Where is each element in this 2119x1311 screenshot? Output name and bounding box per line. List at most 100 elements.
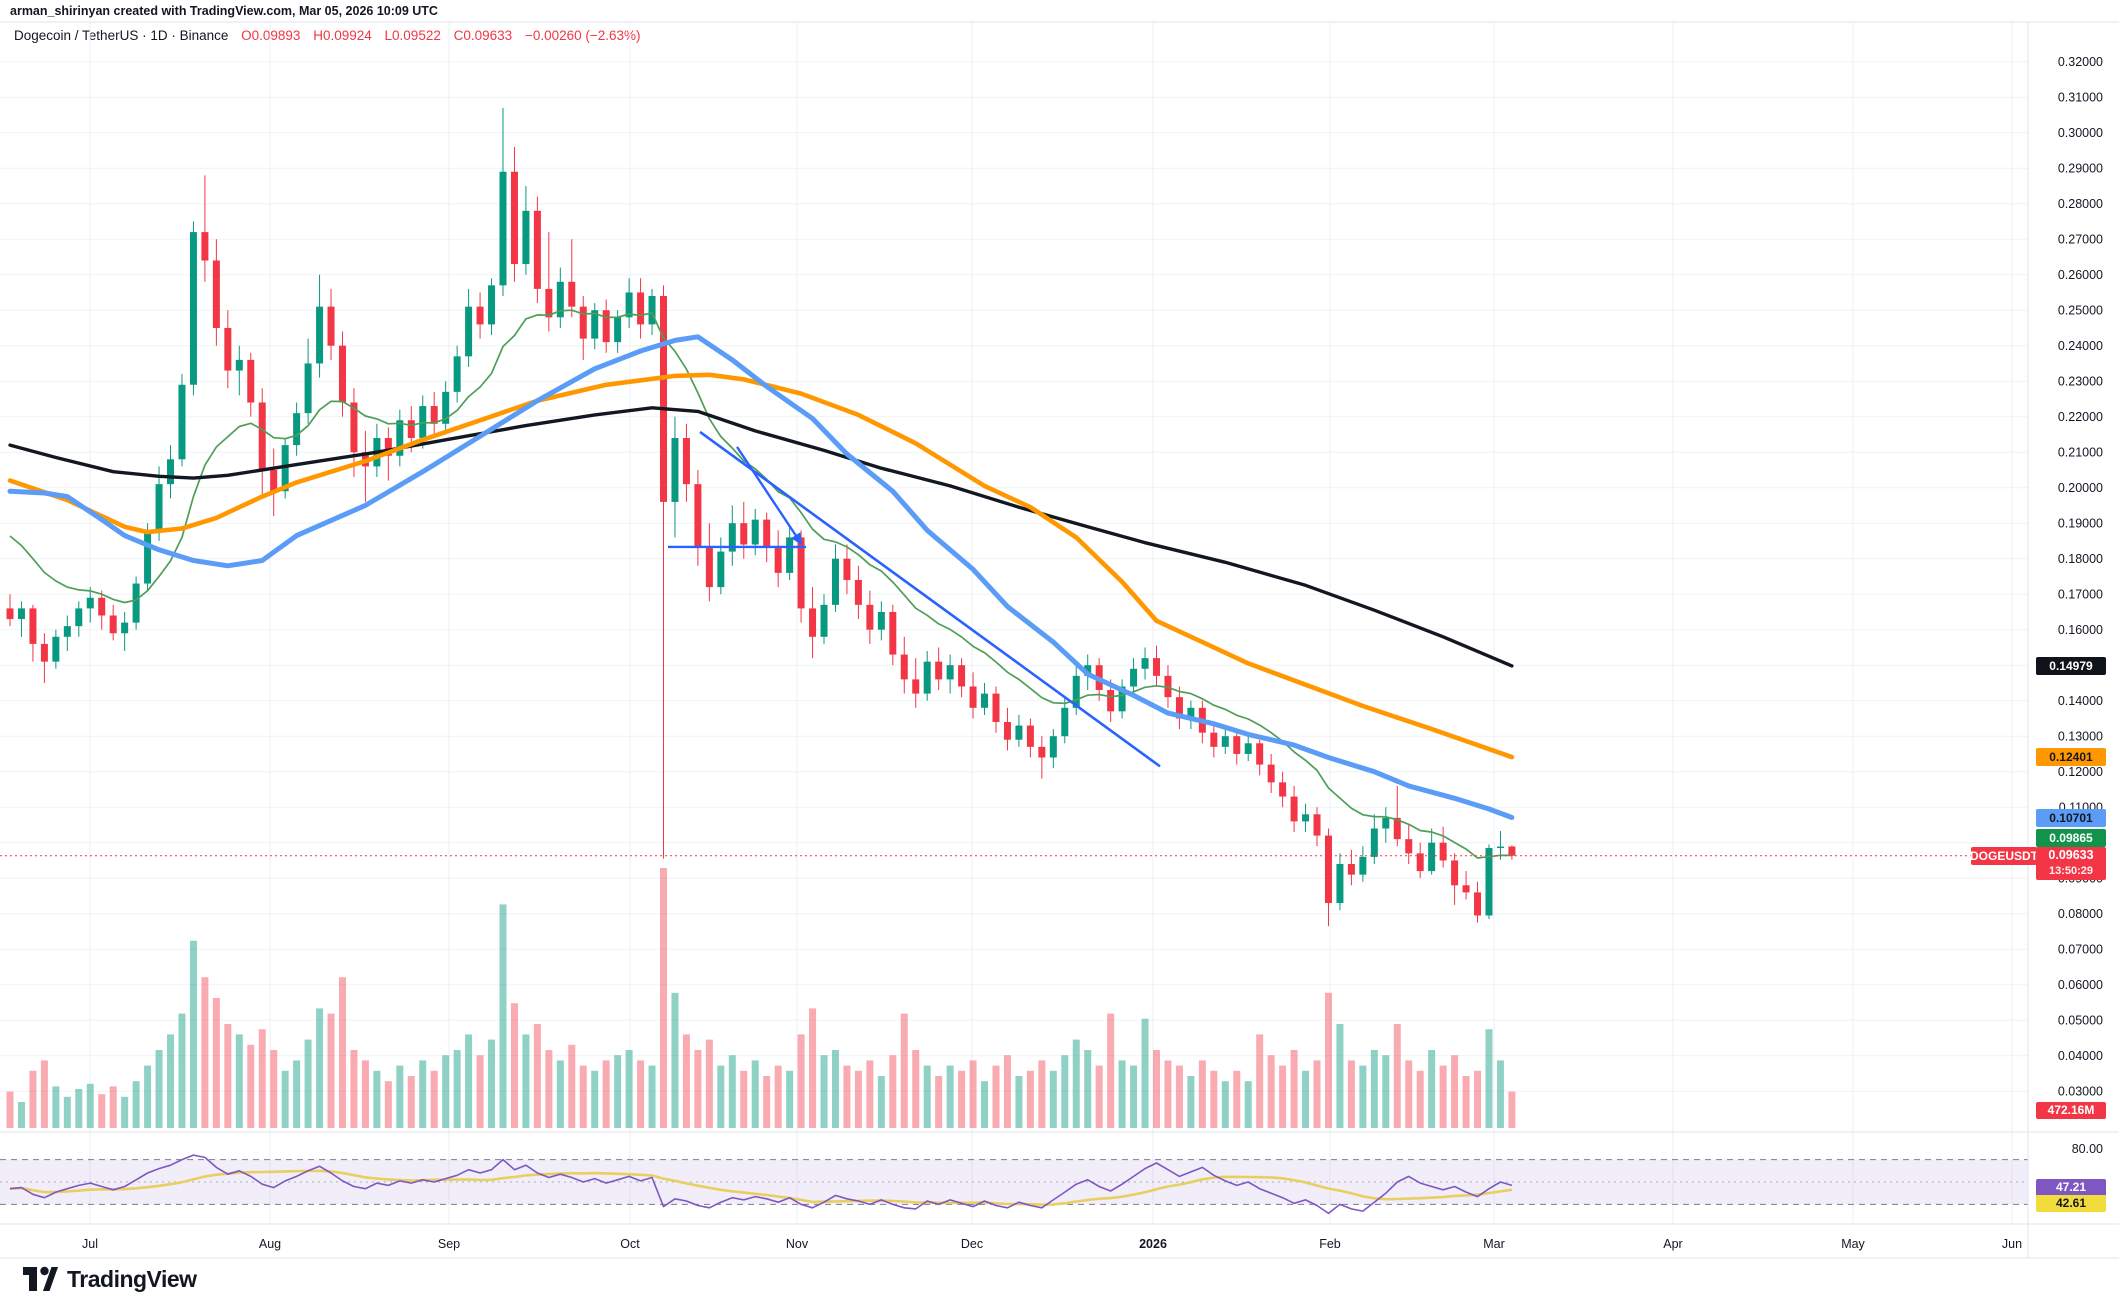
- volume-bar: [717, 1065, 725, 1128]
- time-axis[interactable]: Jul Aug Sep Oct Nov Dec 2026 Feb Mar Apr May Jun: [82, 1237, 2022, 1251]
- candle-body: [854, 580, 862, 605]
- time-axis-label: Dec: [961, 1237, 983, 1251]
- volume-bar: [281, 1070, 289, 1128]
- volume-bar: [510, 1003, 518, 1128]
- volume-bars: [6, 868, 1516, 1128]
- price-axis-label: 0.20000: [2058, 481, 2103, 495]
- candle-body: [831, 558, 839, 605]
- volume-bar: [384, 1081, 392, 1128]
- volume-bar: [900, 1013, 908, 1128]
- candle-body: [1382, 817, 1390, 829]
- tradingview-logo[interactable]: TradingView: [22, 1264, 197, 1294]
- volume-bar: [488, 1039, 496, 1128]
- candle-body: [1049, 736, 1057, 758]
- candle-body: [293, 413, 301, 446]
- candle-body: [1393, 817, 1401, 840]
- candle-body: [1187, 707, 1195, 719]
- volume-bar: [86, 1083, 94, 1128]
- volume-bar: [1462, 1076, 1470, 1128]
- ema-line: [9, 309, 1512, 859]
- legend-open: O0.09893: [241, 28, 301, 43]
- volume-bar: [545, 1050, 553, 1128]
- candle-body: [522, 210, 530, 265]
- candle-body: [820, 604, 828, 637]
- candle-body: [1474, 892, 1482, 916]
- tradingview-logo-icon: [23, 1266, 58, 1291]
- volume-bar: [763, 1076, 771, 1128]
- candle-body: [1370, 828, 1378, 857]
- volume-bar: [247, 1044, 255, 1128]
- volume-bar: [843, 1065, 851, 1128]
- volume-bar: [831, 1050, 839, 1128]
- candle-body: [1210, 732, 1218, 747]
- candle-body: [270, 469, 278, 492]
- candle-body: [189, 232, 197, 385]
- price-axis-label: 0.13000: [2058, 730, 2103, 744]
- price-axis-label: 0.05000: [2058, 1014, 2103, 1028]
- volume-bar: [1279, 1065, 1287, 1128]
- volume-bar: [591, 1070, 599, 1128]
- volume-bar: [1382, 1055, 1390, 1128]
- candle-body: [1003, 722, 1011, 740]
- candle-body: [786, 537, 794, 573]
- price-axis-label: 0.21000: [2058, 446, 2103, 460]
- candle-body: [316, 306, 324, 364]
- volume-bar: [614, 1055, 622, 1128]
- candle-body: [52, 636, 60, 662]
- grid-layer: [0, 22, 2028, 1224]
- volume-bar: [1015, 1076, 1023, 1128]
- volume-bar: [316, 1008, 324, 1128]
- candle-body: [705, 548, 713, 588]
- rsi-line: [9, 1154, 1513, 1215]
- trendline-arrowhead: [791, 532, 803, 546]
- volume-bar: [167, 1034, 175, 1128]
- candle-body: [1072, 675, 1080, 708]
- volume-bar: [235, 1034, 243, 1128]
- candle-body: [327, 306, 335, 346]
- volume-bar: [1302, 1070, 1310, 1128]
- volume-bar: [1244, 1081, 1252, 1128]
- volume-bar: [958, 1070, 966, 1128]
- candle-body: [1038, 746, 1046, 758]
- drawing-tools[interactable]: [668, 430, 1161, 768]
- candle-body: [843, 558, 851, 580]
- volume-bar: [178, 1013, 186, 1128]
- volume-bar: [1210, 1070, 1218, 1128]
- candle-body: [1175, 697, 1183, 719]
- volume-bar: [407, 1076, 415, 1128]
- candle-body: [568, 281, 576, 307]
- time-axis-label: Mar: [1483, 1237, 1505, 1251]
- candle-body: [763, 519, 771, 549]
- candle-body: [40, 643, 48, 662]
- price-axis[interactable]: 0.32000 0.31000 0.30000 0.29000 0.28000 0.270…: [2058, 55, 2103, 1156]
- price-axis-label: 0.10000: [2058, 836, 2103, 850]
- price-axis-label: 0.31000: [2058, 91, 2103, 105]
- volume-bar: [1198, 1060, 1206, 1128]
- volume-bar: [1336, 1024, 1344, 1128]
- volume-bar: [786, 1070, 794, 1128]
- time-axis-label: May: [1841, 1237, 1865, 1251]
- candle-body: [121, 622, 129, 634]
- price-axis-label: 0.14000: [2058, 694, 2103, 708]
- tradingview-logo-text: TradingView: [67, 1265, 197, 1292]
- candle-body: [1153, 658, 1160, 676]
- candle-body: [430, 406, 438, 424]
- candle-body: [981, 693, 989, 708]
- candle-body: [1061, 707, 1069, 737]
- volume-bar: [533, 1024, 541, 1128]
- volume-bar: [912, 1050, 920, 1128]
- volume-bar: [270, 1050, 278, 1128]
- candle-body: [958, 665, 966, 687]
- candle-body: [144, 530, 152, 584]
- candle-body: [1141, 658, 1149, 669]
- volume-bar: [1508, 1091, 1516, 1128]
- time-axis-label: Feb: [1319, 1237, 1341, 1251]
- volume-bar: [1084, 1050, 1092, 1128]
- rsi-axis-label: 80.00: [2072, 1142, 2103, 1156]
- volume-bar: [419, 1060, 427, 1128]
- candle-body: [545, 288, 553, 318]
- volume-bar: [304, 1039, 312, 1128]
- volume-bar: [1405, 1060, 1413, 1128]
- volume-bar: [1428, 1050, 1436, 1128]
